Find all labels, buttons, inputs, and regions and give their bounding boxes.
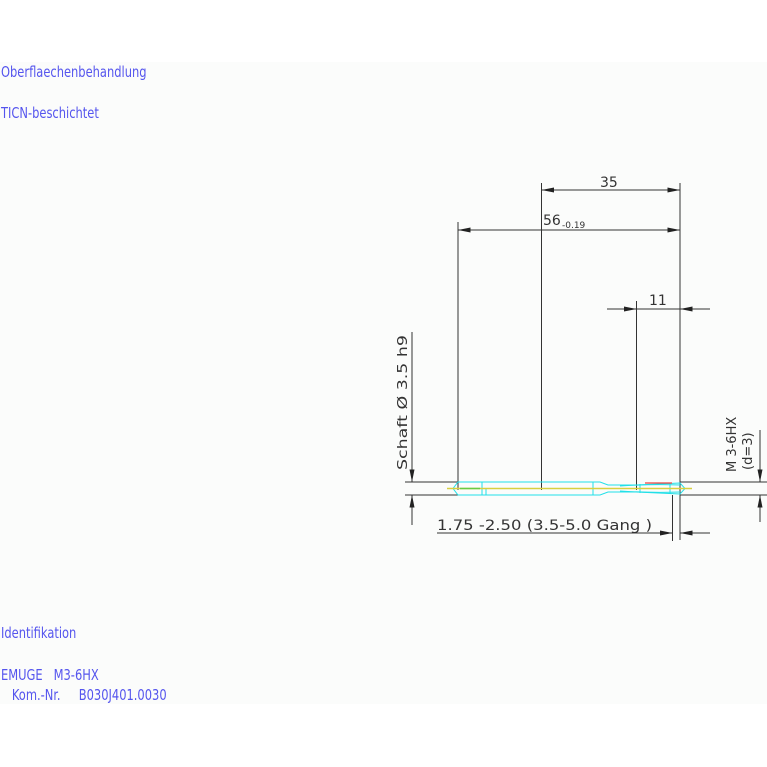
identification-heading: Identifikation <box>1 624 77 642</box>
chamfer-spec-label: 1.75 -2.50 (3.5-5.0 Gang ) <box>437 518 652 534</box>
identification-number: Kom.-Nr. B030J401.0030 <box>1 686 167 704</box>
surface-treatment-value: TICN-beschichtet <box>1 104 99 122</box>
dim-56-tolerance: -0.19 <box>562 221 586 231</box>
surface-treatment-heading: Oberflaechenbehandlung <box>1 63 147 81</box>
thread-diameter-label: (d=3) <box>741 432 756 470</box>
thread-size-label: M 3-6HX <box>725 417 740 472</box>
dim-11-label: 11 <box>649 293 667 309</box>
identification-product: EMUGE M3-6HX <box>1 666 99 684</box>
drawing-sheet <box>0 62 767 704</box>
shank-label: Schaft Ø 3.5 h9 <box>396 335 411 470</box>
dim-56-label: 56 <box>543 213 561 229</box>
dim-35-label: 35 <box>600 175 618 191</box>
